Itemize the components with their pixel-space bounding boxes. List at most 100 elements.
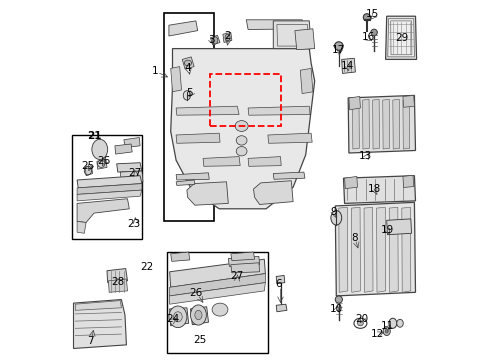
Polygon shape <box>246 20 305 30</box>
Polygon shape <box>73 300 126 348</box>
Text: 25: 25 <box>192 335 206 345</box>
Ellipse shape <box>330 211 341 225</box>
Ellipse shape <box>212 303 227 316</box>
Polygon shape <box>223 32 231 42</box>
Text: 16: 16 <box>361 32 374 42</box>
Text: 29: 29 <box>395 33 408 43</box>
Polygon shape <box>402 95 413 107</box>
Polygon shape <box>351 207 360 292</box>
Polygon shape <box>170 49 314 209</box>
Text: 24: 24 <box>166 314 179 324</box>
Polygon shape <box>170 67 181 92</box>
Polygon shape <box>176 173 209 180</box>
Polygon shape <box>386 219 411 235</box>
Text: 11: 11 <box>380 321 394 331</box>
Ellipse shape <box>236 136 246 145</box>
Ellipse shape <box>382 327 389 336</box>
Text: 27: 27 <box>128 168 142 178</box>
Polygon shape <box>117 163 142 172</box>
Polygon shape <box>402 99 409 149</box>
Polygon shape <box>75 301 121 310</box>
Polygon shape <box>108 279 127 292</box>
Ellipse shape <box>92 139 107 159</box>
Text: 27: 27 <box>229 271 243 282</box>
Polygon shape <box>273 172 305 179</box>
Polygon shape <box>170 252 189 261</box>
Text: 9: 9 <box>330 207 336 217</box>
Ellipse shape <box>357 321 363 326</box>
Text: 12: 12 <box>370 329 384 339</box>
Polygon shape <box>392 99 399 149</box>
Polygon shape <box>341 58 355 73</box>
Ellipse shape <box>370 29 377 36</box>
Polygon shape <box>352 99 359 149</box>
Ellipse shape <box>396 319 403 327</box>
Polygon shape <box>338 207 347 292</box>
Polygon shape <box>77 190 142 201</box>
Text: 21: 21 <box>86 131 101 141</box>
Text: 13: 13 <box>358 150 371 161</box>
Polygon shape <box>294 29 314 50</box>
Ellipse shape <box>388 318 396 328</box>
Polygon shape <box>77 221 86 233</box>
Polygon shape <box>253 181 292 204</box>
Text: 26: 26 <box>97 156 110 166</box>
Polygon shape <box>203 157 240 166</box>
Polygon shape <box>230 252 254 261</box>
Polygon shape <box>176 180 194 185</box>
Polygon shape <box>169 274 265 296</box>
Polygon shape <box>123 138 140 148</box>
Ellipse shape <box>385 329 387 333</box>
Bar <box>72 135 142 239</box>
Bar <box>210 74 280 126</box>
Polygon shape <box>176 106 239 115</box>
Text: 4: 4 <box>184 63 190 73</box>
Bar <box>163 13 213 221</box>
Polygon shape <box>387 19 413 57</box>
Polygon shape <box>348 96 360 110</box>
Polygon shape <box>382 99 389 149</box>
Text: 22: 22 <box>140 262 153 272</box>
Text: 1: 1 <box>152 66 159 76</box>
Polygon shape <box>385 16 416 59</box>
Polygon shape <box>182 57 194 69</box>
Polygon shape <box>362 99 368 149</box>
Ellipse shape <box>168 306 186 328</box>
Polygon shape <box>77 184 142 194</box>
Ellipse shape <box>173 312 182 322</box>
Polygon shape <box>97 159 107 169</box>
Polygon shape <box>120 171 142 183</box>
Polygon shape <box>77 199 129 222</box>
Polygon shape <box>210 35 220 45</box>
Text: 6: 6 <box>275 279 282 289</box>
Polygon shape <box>401 207 410 292</box>
Polygon shape <box>107 269 127 283</box>
Ellipse shape <box>194 310 202 320</box>
Polygon shape <box>372 99 379 149</box>
Polygon shape <box>169 308 188 326</box>
Text: 19: 19 <box>380 225 394 235</box>
Ellipse shape <box>183 91 190 100</box>
Text: 7: 7 <box>87 336 94 346</box>
Text: 25: 25 <box>81 161 95 171</box>
Text: 3: 3 <box>207 35 214 45</box>
Ellipse shape <box>334 42 343 50</box>
Polygon shape <box>115 144 132 154</box>
Ellipse shape <box>235 121 247 131</box>
Polygon shape <box>230 263 259 273</box>
Text: 20: 20 <box>354 314 367 324</box>
Polygon shape <box>169 283 265 304</box>
Polygon shape <box>363 207 372 292</box>
Polygon shape <box>168 21 197 36</box>
Polygon shape <box>276 304 286 312</box>
Text: 15: 15 <box>365 9 378 19</box>
Text: 18: 18 <box>367 184 381 194</box>
Polygon shape <box>300 68 312 94</box>
Polygon shape <box>228 256 259 266</box>
Polygon shape <box>247 106 309 115</box>
Polygon shape <box>247 157 281 166</box>
Polygon shape <box>276 275 284 284</box>
Text: 28: 28 <box>111 276 124 287</box>
Text: 17: 17 <box>331 45 345 55</box>
Polygon shape <box>335 202 415 296</box>
